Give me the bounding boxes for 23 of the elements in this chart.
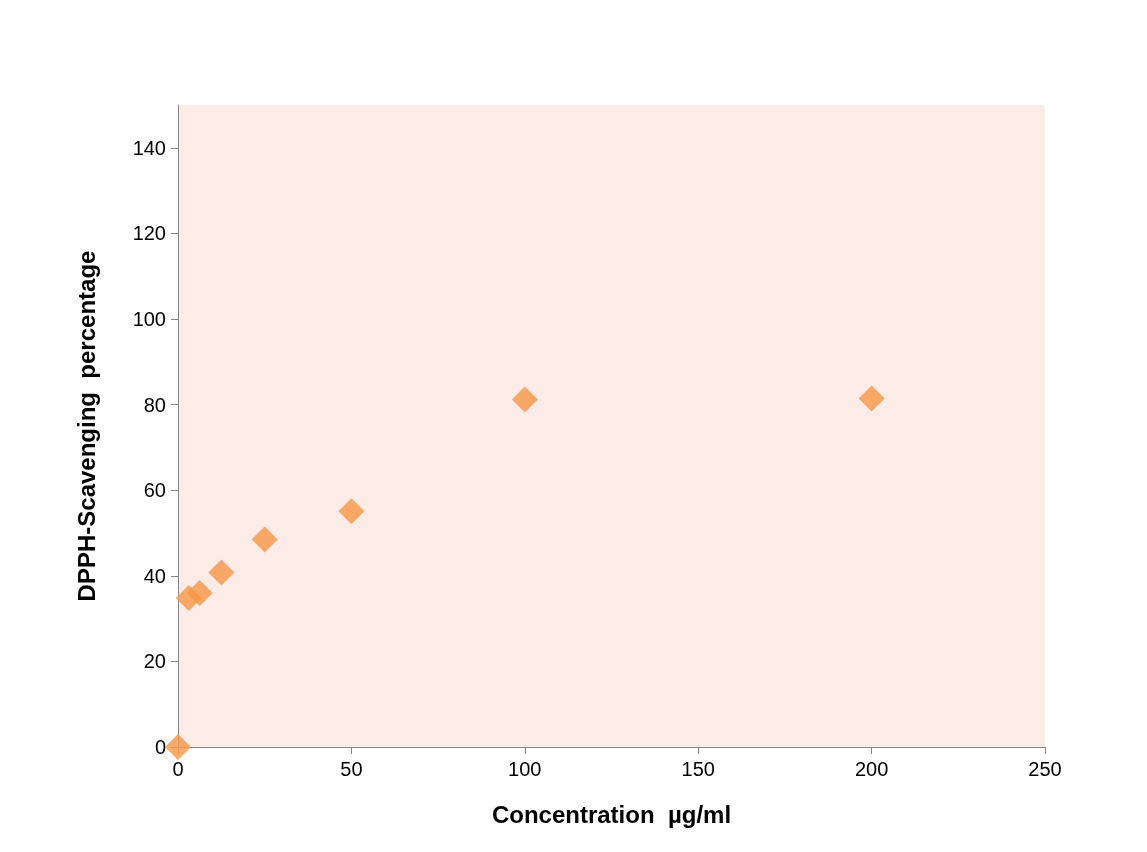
- x-tick-label: 150: [681, 758, 715, 780]
- y-tick-label: 0: [154, 736, 166, 758]
- point: [186, 579, 213, 606]
- x-tick-label: 250: [1028, 758, 1062, 780]
- y-tick-label: 80: [143, 393, 166, 416]
- point: [165, 734, 191, 760]
- point: [251, 526, 278, 553]
- y-tick-label: 100: [132, 308, 166, 330]
- x-tick-label: 100: [508, 758, 542, 780]
- point: [858, 385, 885, 412]
- point: [511, 386, 538, 413]
- x-tick-label: 200: [854, 758, 889, 780]
- x-tick-label: 50: [340, 758, 363, 780]
- y-tick-label: 40: [143, 564, 166, 587]
- y-tick-label: 60: [143, 479, 166, 502]
- y-tick-label: 120: [132, 222, 166, 245]
- point: [338, 498, 365, 525]
- point: [208, 559, 235, 586]
- x-axis-title: Concentration µg/ml: [491, 800, 732, 828]
- y-tick-label: 140: [132, 136, 166, 159]
- y-axis-title: DPPH-Scavenging percentage: [72, 250, 100, 602]
- x-tick-label: 0: [172, 758, 184, 780]
- y-tick-label: 20: [143, 650, 166, 673]
